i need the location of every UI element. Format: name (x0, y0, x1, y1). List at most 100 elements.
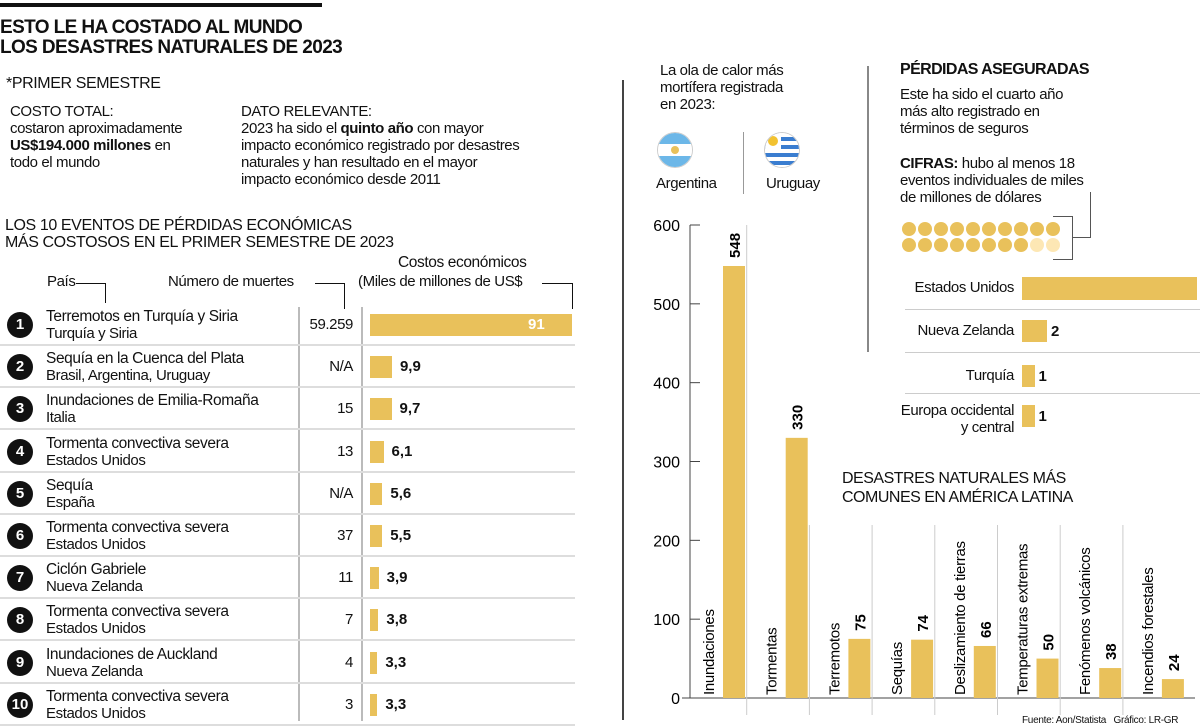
costo-total-amount: US$194.000 millones (10, 137, 151, 154)
bracket-leader (1073, 192, 1091, 238)
credit: Gráfico: LR-GR (1113, 715, 1179, 726)
argentina-flag-icon (658, 133, 692, 167)
table-row: 7 Ciclón Gabriele Nueva Zelanda 11 3,9 (0, 557, 575, 600)
leader (542, 283, 573, 309)
bar-value-label: 548 (727, 233, 744, 258)
cost-bar (370, 693, 378, 716)
table-row: 3 Inundaciones de Emilia-Romaña Italia 1… (0, 388, 575, 431)
deaths-value: 4 (345, 653, 353, 671)
col-deaths-label: Número de muertes (168, 273, 294, 290)
cost-value: 3,8 (386, 611, 408, 629)
costo-total-text: en (150, 137, 171, 154)
bar-value-label: 75 (852, 614, 869, 631)
bar-value-label: 38 (1103, 643, 1120, 660)
deaths-value: 59.259 (309, 316, 354, 333)
insured-value: 1 (1038, 368, 1047, 385)
country-uruguay: Uruguay (766, 175, 820, 192)
flag-divider (743, 132, 744, 194)
event-name: Sequía en la Cuenca del Plata (46, 350, 244, 368)
insured-bar (1022, 365, 1035, 387)
top-rule (0, 3, 322, 7)
top10-title-line: LOS 10 EVENTOS DE PÉRDIDAS ECONÓMICAS (5, 217, 352, 234)
event-name: Tormenta convectiva severa (46, 687, 229, 705)
event-name: Tormenta convectiva severa (46, 519, 229, 536)
heatwave-line: mortífera registrada (660, 79, 783, 96)
bar-value-label: 74 (915, 614, 932, 631)
title-line-1: ESTO LE HA COSTADO AL MUNDO (0, 17, 303, 38)
bar-value-label: 24 (1166, 654, 1183, 671)
y-tick-label: 300 (653, 455, 680, 472)
heatwave-line: en 2023: (660, 96, 716, 113)
event-country: Italia (46, 409, 76, 427)
cost-bar (370, 525, 383, 547)
deaths-value: 3 (345, 695, 353, 713)
bracket (1053, 216, 1073, 260)
event-name: Tormenta convectiva severa (46, 603, 229, 621)
col-country-label: País (47, 273, 76, 290)
col-cost-label: Costos económicos (398, 254, 527, 271)
insured-bar (1022, 277, 1197, 300)
category-label: Fenómenos volcánicos (1077, 548, 1094, 695)
deaths-value: 13 (337, 442, 353, 460)
row-divider (905, 393, 1200, 394)
event-dot (950, 238, 964, 252)
table-row: 6 Tormenta convectiva severa Estados Uni… (0, 515, 575, 557)
insured-country: Europa occidental y central (900, 402, 1015, 436)
heatwave-line: La ola de calor más (660, 62, 784, 79)
deaths-value: N/A (329, 358, 353, 376)
event-country: Brasil, Argentina, Uruguay (46, 367, 210, 385)
insured-line: Este ha sido el cuarto año (900, 86, 1064, 103)
row-divider (905, 309, 1200, 310)
event-dot (934, 238, 948, 252)
category-label: Inundaciones (701, 609, 718, 695)
y-tick-label: 600 (653, 218, 680, 235)
table-row: 10 Tormenta convectiva severa Estados Un… (0, 684, 575, 726)
dato-relevante: DATO RELEVANTE: 2023 ha sido el quinto a… (241, 103, 520, 188)
rank-badge: 3 (7, 396, 33, 423)
deaths-value: 37 (337, 527, 353, 544)
insured-line: términos de seguros (900, 120, 1029, 137)
table-row: 1 Terremotos en Turquía y Siria Turquía … (0, 304, 575, 346)
deaths-value: 7 (345, 611, 353, 629)
dato-text: 2023 ha sido el (241, 120, 341, 137)
bar (785, 437, 808, 698)
cost-value: 5,6 (390, 484, 412, 502)
page-title: ESTO LE HA COSTADO AL MUNDO LOS DESASTRE… (0, 17, 343, 58)
uruguay-flag-icon (765, 133, 799, 167)
bar (1161, 679, 1184, 698)
leader (315, 283, 345, 309)
y-tick-label: 500 (653, 297, 680, 314)
y-tick-label: 0 (671, 691, 680, 708)
table-row: 8 Tormenta convectiva severa Estados Uni… (0, 599, 575, 642)
event-country: Turquía y Siria (46, 325, 137, 342)
bar (848, 638, 871, 698)
insured-country: Turquía (965, 367, 1015, 384)
dato-text: impacto económico registrado por desastr… (241, 137, 520, 154)
cost-bar (370, 440, 384, 463)
event-dot (950, 222, 964, 236)
event-country: Estados Unidos (46, 451, 146, 469)
category-label: Terremotos (826, 623, 843, 695)
y-tick-label: 400 (653, 376, 680, 393)
row-divider (905, 352, 1200, 353)
event-dot (982, 222, 996, 236)
event-dot (902, 222, 916, 236)
event-dot (982, 238, 996, 252)
event-name: Inundaciones de Emilia-Romaña (46, 392, 259, 410)
leader (76, 283, 106, 303)
cost-value: 3,3 (385, 695, 407, 713)
cost-bar (370, 567, 379, 590)
event-dot (966, 238, 980, 252)
insured-value: 1 (1038, 408, 1047, 425)
chart-title-line: DESASTRES NATURALES MÁS (842, 470, 1066, 487)
bar (973, 645, 996, 698)
dato-text: naturales y han resultado en el mayor (241, 154, 478, 171)
insured-country: Nueva Zelanda (917, 322, 1014, 339)
event-dot (918, 238, 932, 252)
rank-badge: 7 (7, 565, 33, 592)
top10-title: LOS 10 EVENTOS DE PÉRDIDAS ECONÓMICAS MÁ… (5, 217, 394, 251)
cost-value: 6,1 (391, 442, 413, 460)
cost-value: 5,5 (390, 527, 412, 544)
rank-badge: 2 (7, 354, 33, 381)
event-dot (1046, 238, 1060, 252)
